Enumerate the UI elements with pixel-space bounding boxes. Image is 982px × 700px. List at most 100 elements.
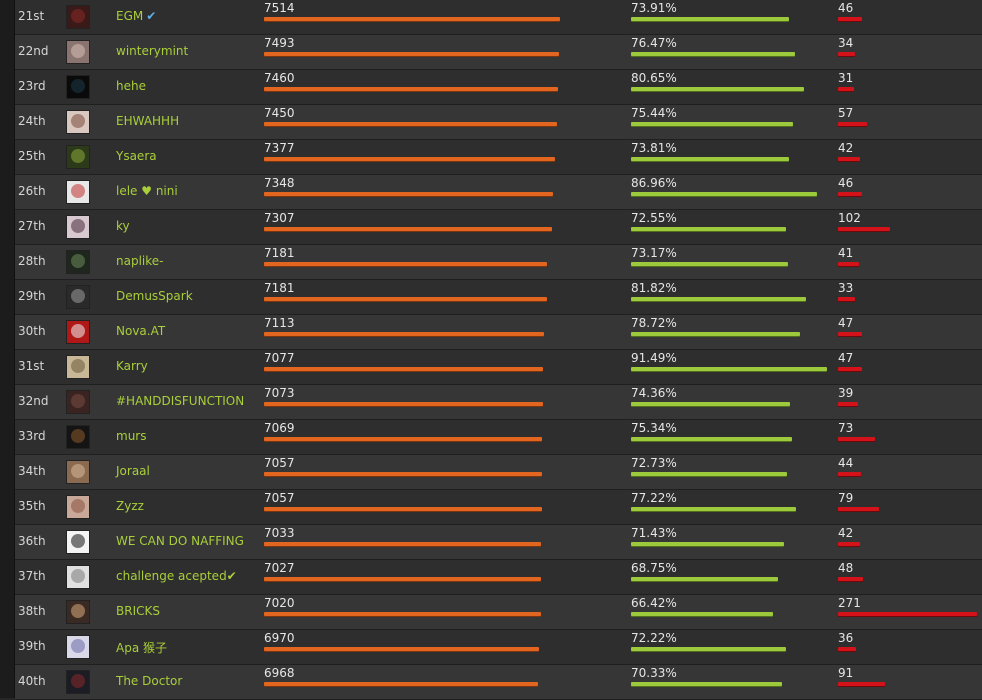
player-avatar[interactable] [66,215,90,239]
player-avatar[interactable] [66,670,90,694]
player-avatar[interactable] [66,110,90,134]
player-name: challenge acepted✔ [116,569,237,583]
player-avatar[interactable] [66,635,90,659]
leaderboard-row: 21st EGM ✔ 7514 73.91% 46 [15,0,982,35]
player-name: EGM [116,9,144,23]
score-value: 7020 [264,596,295,610]
count-value: 34 [838,36,854,50]
player-name-link[interactable]: Karry [116,359,148,373]
player-name-link[interactable]: #HANDDISFUNCTION [116,394,244,408]
player-avatar[interactable] [66,460,90,484]
score-value: 7460 [264,71,295,85]
count-value: 47 [838,316,854,330]
player-name: #HANDDISFUNCTION [116,394,245,408]
score-value: 6970 [264,631,295,645]
player-name-link[interactable]: Joraal [116,464,150,478]
player-name-link[interactable]: winterymint [116,44,188,58]
player-name-link[interactable]: WE CAN DO NAFFING [116,534,244,548]
percentage-value: 80.65% [631,71,677,85]
player-avatar[interactable] [66,285,90,309]
leaderboard-row: 28th naplike- 7181 73.17% 41 [15,245,982,280]
player-name-link[interactable]: Nova.AT [116,324,165,338]
count-bar [838,157,860,161]
percentage-value: 73.81% [631,141,677,155]
score-value: 7181 [264,281,295,295]
avatar-figure [71,114,85,128]
player-name-link[interactable]: EGM ✔ [116,9,156,23]
score-value: 7077 [264,351,295,365]
percentage-bar [631,402,790,406]
player-name-link[interactable]: lele ♥ nini [116,184,178,198]
count-bar [838,192,862,196]
percentage-value: 71.43% [631,526,677,540]
player-avatar[interactable] [66,565,90,589]
score-bar [264,402,543,406]
leaderboard-row: 26th lele ♥ nini 7348 86.96% 46 [15,175,982,210]
player-name-link[interactable]: Ysaera [116,149,157,163]
score-value: 7057 [264,491,295,505]
player-name-link[interactable]: ky [116,219,130,233]
score-bar [264,542,541,546]
rank-label: 24th [18,114,46,128]
score-value: 7348 [264,176,295,190]
percentage-value: 73.91% [631,1,677,15]
percentage-value: 77.22% [631,491,677,505]
player-avatar[interactable] [66,145,90,169]
player-name: DemusSpark [116,289,193,303]
player-avatar[interactable] [66,250,90,274]
player-avatar[interactable] [66,320,90,344]
count-bar [838,682,885,686]
leaderboard-row: 24th EHWAHHH 7450 75.44% 57 [15,105,982,140]
count-bar [838,437,875,441]
leaderboard-row: 40th The Doctor 6968 70.33% 91 [15,665,982,700]
count-value: 42 [838,526,854,540]
avatar-figure [71,9,85,23]
avatar-figure [71,604,85,618]
player-avatar[interactable] [66,600,90,624]
player-name-link[interactable]: Zyzz [116,499,144,513]
percentage-bar [631,122,793,126]
percentage-bar [631,87,804,91]
score-bar [264,157,555,161]
count-bar [838,52,855,56]
player-name: Nova.AT [116,324,166,338]
player-avatar[interactable] [66,390,90,414]
player-name-link[interactable]: BRICKS [116,604,160,618]
percentage-bar [631,297,806,301]
score-value: 6968 [264,666,295,680]
player-name: murs [116,429,147,443]
player-name: lele ♥ nini [116,184,178,198]
player-avatar[interactable] [66,180,90,204]
count-bar [838,577,863,581]
score-bar [264,192,553,196]
player-avatar[interactable] [66,5,90,29]
player-name-link[interactable]: hehe [116,79,146,93]
count-value: 33 [838,281,854,295]
player-name-link[interactable]: EHWAHHH [116,114,179,128]
rank-label: 32nd [18,394,49,408]
player-avatar[interactable] [66,495,90,519]
player-name-link[interactable]: Apa 猴子 [116,639,167,656]
player-avatar[interactable] [66,75,90,99]
player-avatar[interactable] [66,425,90,449]
player-avatar[interactable] [66,355,90,379]
count-bar [838,647,856,651]
count-value: 48 [838,561,854,575]
avatar-figure [71,499,85,513]
player-name-link[interactable]: murs [116,429,146,443]
leaderboard-row: 37th challenge acepted✔ 7027 68.75% 48 [15,560,982,595]
player-avatar[interactable] [66,530,90,554]
count-bar [838,332,862,336]
player-name-link[interactable]: DemusSpark [116,289,193,303]
percentage-value: 75.44% [631,106,677,120]
player-name-link[interactable]: naplike- [116,254,163,268]
rank-label: 36th [18,534,46,548]
player-name-link[interactable]: challenge acepted✔ [116,569,237,583]
player-name-link[interactable]: The Doctor [116,674,182,688]
rank-label: 26th [18,184,46,198]
leaderboard-row: 39th Apa 猴子 6970 72.22% 36 [15,630,982,665]
percentage-bar [631,577,778,581]
percentage-value: 72.73% [631,456,677,470]
player-avatar[interactable] [66,40,90,64]
count-value: 73 [838,421,854,435]
